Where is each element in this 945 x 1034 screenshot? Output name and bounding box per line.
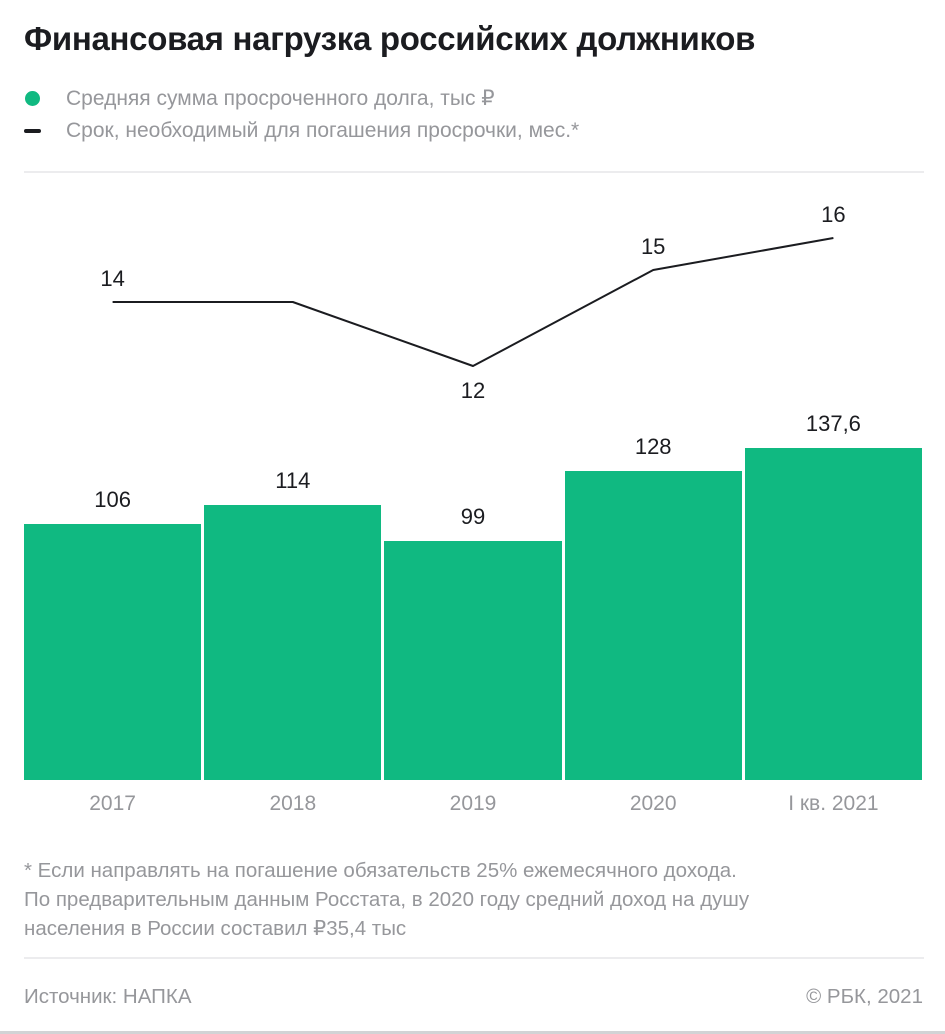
x-axis-label-I кв. 2021: I кв. 2021 [788, 792, 879, 815]
legend-item-bar-series: Средняя сумма просроченного долга, тыс ₽ [25, 86, 579, 110]
footnote-line: * Если направлять на погашение обязатель… [24, 859, 737, 882]
line-series [112, 237, 834, 367]
top-divider [24, 171, 924, 173]
x-axis-label-2017: 2017 [89, 792, 136, 815]
source-label: Источник: НАПКА [24, 985, 192, 1008]
line-value-label-2019: 12 [460, 378, 486, 403]
bar-value-label-2018: 114 [275, 468, 311, 493]
legend-item-line-series: Срок, необходимый для погашения просрочк… [24, 119, 580, 142]
bar-2020 [564, 471, 742, 780]
line-series-dash-icon [24, 129, 41, 133]
footnote-line: По предварительным данным Росстата, в 20… [24, 888, 750, 911]
bar-I кв. 2021 [744, 448, 922, 780]
legend-label-bar-series: Средняя сумма просроченного долга, тыс ₽ [66, 86, 495, 110]
legend-label-line-series: Срок, необходимый для погашения просрочк… [66, 119, 580, 142]
bar-value-label-2017: 106 [94, 487, 131, 512]
x-axis-label-2020: 2020 [629, 792, 677, 815]
chart-legend: Средняя сумма просроченного долга, тыс ₽… [24, 86, 580, 142]
x-axis-label-2018: 2018 [269, 792, 317, 815]
line-value-label-2020: 15 [640, 234, 666, 259]
footer: Источник: НАПКА © РБК, 2021 [24, 985, 923, 1009]
footnote-line: населения в России составил ₽35,4 тыс [24, 917, 407, 940]
chart-plot: 106 114 99 128 137,6 14 12 15 16 [24, 180, 922, 780]
page-bottom-edge [0, 1031, 945, 1034]
bar-value-label-2020: 128 [634, 434, 672, 459]
x-axis: 2017 2018 2019 2020 I кв. 2021 [24, 792, 922, 820]
footnote: * Если направлять на погашение обязатель… [24, 856, 885, 943]
chart-title: Финансовая нагрузка российских должников [24, 20, 756, 57]
line-value-label-I кв. 2021: 16 [821, 202, 846, 227]
bar-value-label-I кв. 2021: 137,6 [805, 411, 861, 436]
bar-2018 [204, 505, 382, 780]
x-axis-label-2019: 2019 [449, 792, 497, 815]
bar-2019 [384, 541, 562, 780]
line-value-label-2017: 14 [100, 266, 125, 291]
copyright-label: © РБК, 2021 [806, 985, 923, 1008]
bar-value-label-2019: 99 [460, 504, 486, 529]
bottom-divider [24, 957, 924, 959]
bar-series-dot-icon [25, 90, 40, 106]
bar-2017 [24, 524, 202, 780]
